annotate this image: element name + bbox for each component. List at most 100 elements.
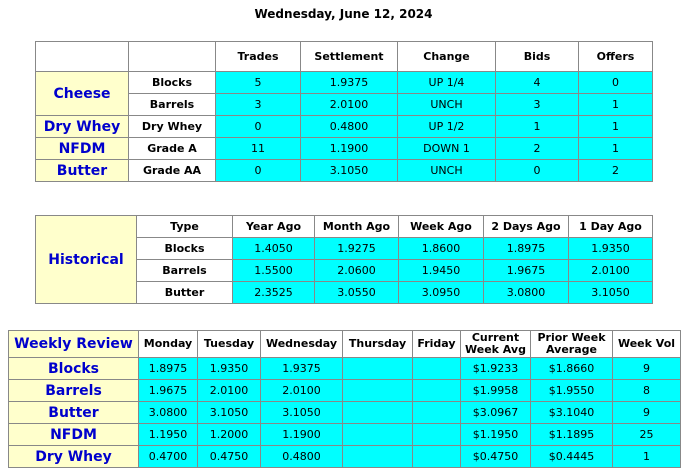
table-cell: 1.8975 (483, 237, 569, 260)
table-cell (342, 357, 413, 380)
table-cell: 2.0100 (300, 93, 398, 116)
table-cell: 0.4700 (138, 445, 198, 468)
table-cell: 3.0800 (138, 401, 198, 424)
table-cell: NFDM (35, 137, 129, 160)
table-cell: 1.2000 (197, 423, 261, 446)
table-cell: Dry Whey (8, 445, 139, 468)
table-cell: $3.0967 (460, 401, 531, 424)
table-cell: Offers (578, 41, 653, 72)
table-cell: 3 (215, 93, 301, 116)
table-cell: 0 (578, 71, 653, 94)
table-cell: 1 (578, 115, 653, 138)
table-cell: 1.9675 (483, 259, 569, 282)
table-cell: $0.4445 (530, 445, 613, 468)
table-cell: 0.4800 (300, 115, 398, 138)
page-title: Wednesday, June 12, 2024 (254, 7, 433, 21)
table-row: Dry Whey 0.4700 0.4750 0.4800 $0.4750 $0.4445… (8, 445, 681, 468)
table-cell: UP 1/2 (397, 115, 496, 138)
table-cell: 2.0100 (260, 379, 343, 402)
table-cell (412, 401, 461, 424)
table-row: Trades Settlement Change Bids Offers (35, 41, 653, 72)
table-cell: $1.1950 (460, 423, 531, 446)
table-cell: 3.1050 (260, 401, 343, 424)
table-cell: 0 (495, 159, 579, 182)
table-cell: 9 (612, 357, 681, 380)
table-cell: UNCH (397, 159, 496, 182)
table-cell: 3.1050 (197, 401, 261, 424)
table-cell: 1.9275 (314, 237, 399, 260)
table-row: Barrels 1.9675 2.0100 2.0100 $1.9958 $1.9550 8 (8, 379, 681, 402)
table-cell (412, 445, 461, 468)
table-cell: 3.1050 (300, 159, 398, 182)
table-cell: 1 (612, 445, 681, 468)
table-cell: Week Ago (398, 215, 484, 238)
table-cell: Year Ago (232, 215, 315, 238)
table-row: Butter Grade AA 0 3.1050 UNCH 0 2 (35, 159, 653, 182)
table-cell: 0.4750 (197, 445, 261, 468)
table-cell: $0.4750 (460, 445, 531, 468)
table-cell (35, 41, 129, 72)
table-cell: Historical (35, 215, 137, 304)
table-cell: Butter (8, 401, 139, 424)
weekly-table: Weekly Review Monday Tuesday Wednesday Thurs… (8, 330, 681, 468)
table-cell: 1.9675 (138, 379, 198, 402)
table-cell: 9 (612, 401, 681, 424)
table-cell (342, 423, 413, 446)
table-cell: Tuesday (197, 330, 261, 358)
table-cell: Trades (215, 41, 301, 72)
table-cell: Blocks (128, 71, 216, 94)
table-cell: Week Vol (612, 330, 681, 358)
table-cell: 2 Days Ago (483, 215, 569, 238)
table-cell: Wednesday (260, 330, 343, 358)
table-cell: Barrels (128, 93, 216, 116)
table-row: Cheese Blocks 5 1.9375 UP 1/4 4 0 (35, 71, 653, 116)
table-cell: 1.1900 (260, 423, 343, 446)
table-cell: Current Week Avg (460, 330, 531, 358)
table-cell: 4 (495, 71, 579, 94)
table-cell (412, 357, 461, 380)
table-cell: UP 1/4 (397, 71, 496, 94)
table-row: Barrels 3 2.0100 UNCH 3 1 (36, 93, 653, 116)
table-row: Historical Type Year Ago Month Ago Week Ago 2… (35, 215, 653, 304)
table-cell: $1.9958 (460, 379, 531, 402)
table-cell: Friday (412, 330, 461, 358)
table-cell: Month Ago (314, 215, 399, 238)
table-row: Blocks 1.4050 1.9275 1.8600 1.8975 1.9350 (36, 237, 653, 260)
table-cell: 1.9350 (568, 237, 653, 260)
table-cell: 3.0950 (398, 281, 484, 304)
table-cell: DOWN 1 (397, 137, 496, 160)
table-cell: Barrels (8, 379, 139, 402)
table-cell: 2 (578, 159, 653, 182)
table-cell: 1.4050 (232, 237, 315, 260)
table-cell: 25 (612, 423, 681, 446)
table-cell: Weekly Review (8, 330, 139, 358)
table-cell: 1 (578, 93, 653, 116)
table-cell: $1.1895 (530, 423, 613, 446)
table-row: Butter 3.0800 3.1050 3.1050 $3.0967 $3.1040 9 (8, 401, 681, 424)
table-cell: 1.5500 (232, 259, 315, 282)
table-cell: 2 (495, 137, 579, 160)
table-cell: Grade A (128, 137, 216, 160)
table-cell: 0 (215, 115, 301, 138)
table-row: Weekly Review Monday Tuesday Wednesday Thurs… (8, 330, 681, 358)
table-cell: 3.0550 (314, 281, 399, 304)
table-cell: Barrels (136, 259, 233, 282)
table-cell: 3.0800 (483, 281, 569, 304)
table-row: Blocks 1.8975 1.9350 1.9375 $1.9233 $1.8660 9 (8, 357, 681, 380)
table-cell: 1 (495, 115, 579, 138)
table-cell: Change (397, 41, 496, 72)
table-cell: Monday (138, 330, 198, 358)
table-cell: $1.8660 (530, 357, 613, 380)
table-cell: Blocks (8, 357, 139, 380)
table-cell: 1.9450 (398, 259, 484, 282)
table-cell (412, 379, 461, 402)
table-cell: Cheese (35, 71, 129, 116)
table-cell (342, 445, 413, 468)
table-cell: UNCH (397, 93, 496, 116)
table-cell: 11 (215, 137, 301, 160)
market-table: Trades Settlement Change Bids Offers Cheese Bl… (35, 41, 653, 182)
table-cell: 2.0100 (197, 379, 261, 402)
table-cell: 0 (215, 159, 301, 182)
